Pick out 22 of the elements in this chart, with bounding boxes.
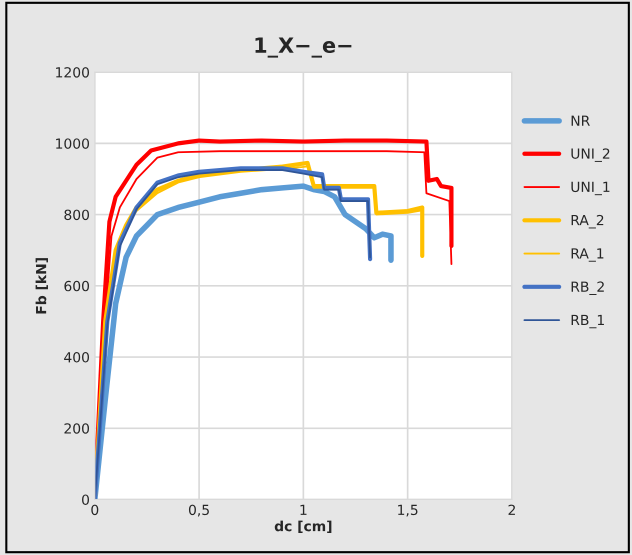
y-tick-label: 600 (64, 280, 90, 292)
x-tick-label: 0,5 (188, 504, 209, 517)
y-tick-label: 1200 (56, 67, 90, 78)
x-tick-label: 0 (91, 504, 98, 516)
y-tick-label: 800 (64, 210, 90, 220)
legend-label: RA_2 (572, 214, 604, 228)
y-axis-title: Fb [kN] (36, 258, 48, 314)
legend-label: RA_1 (572, 248, 604, 262)
x-axis-title: dc [cm] (274, 520, 332, 533)
legend-label: RB_2 (572, 281, 604, 295)
x-tick-label: 1,5 (398, 504, 418, 517)
y-tick-label: 1000 (56, 138, 90, 149)
chart-title: 1_X−_e− (255, 38, 352, 58)
legend-label: RB_1 (572, 314, 604, 328)
legend-label: UNI_1 (571, 182, 610, 196)
y-tick-label: 200 (64, 423, 90, 434)
y-tick-label: 0 (82, 494, 90, 505)
legend-label: NR (572, 116, 590, 126)
x-tick-label: 1 (300, 504, 306, 515)
x-tick-label: 2 (508, 504, 515, 515)
y-tick-label: 400 (64, 352, 90, 363)
legend-label: UNI_2 (571, 148, 610, 162)
